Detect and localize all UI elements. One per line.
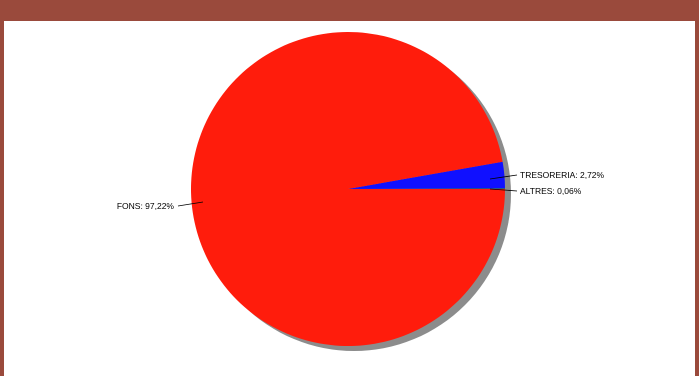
frame-border-left — [0, 21, 4, 376]
frame-border-right — [695, 21, 699, 376]
pie-slices — [191, 31, 505, 346]
leader-line-tresoreria — [489, 174, 518, 180]
pie-slice-tresoreria — [348, 161, 505, 189]
slice-label-altres: ALTRES: 0,06% — [520, 186, 582, 196]
leader-lines — [177, 174, 518, 207]
pie-slice-altres — [348, 188, 505, 189]
pie-slice-fons — [191, 31, 505, 346]
top-bar — [0, 0, 699, 21]
leader-line-altres — [489, 188, 518, 192]
slice-label-tresoreria: TRESORERIA: 2,72% — [520, 170, 605, 180]
slice-label-fons: FONS: 97,22% — [117, 201, 175, 211]
leader-line-fons — [177, 201, 204, 207]
